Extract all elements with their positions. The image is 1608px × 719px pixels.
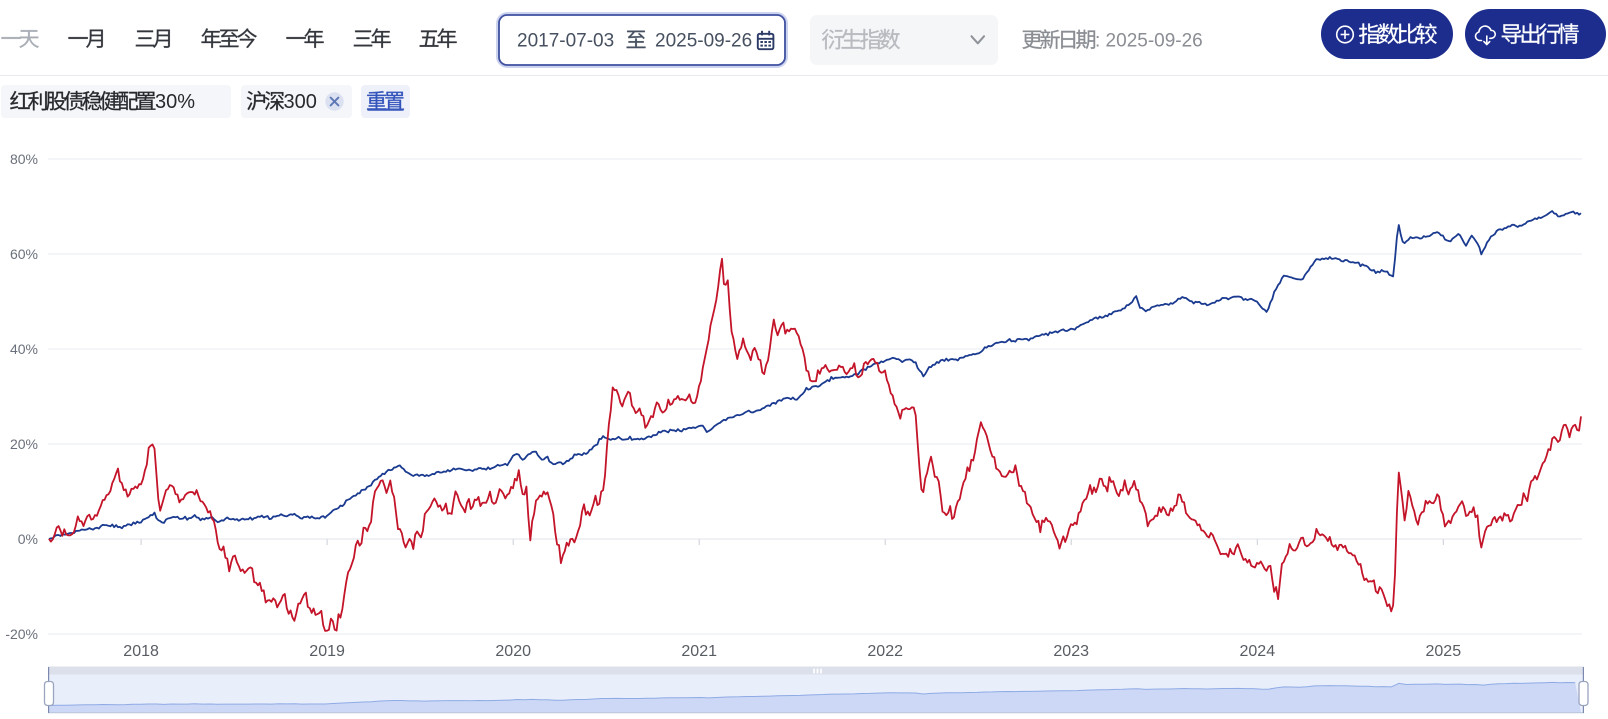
svg-text:2025-09-26: 2025-09-26	[655, 31, 752, 52]
svg-text:300: 300	[284, 91, 317, 113]
svg-text:2024: 2024	[1240, 643, 1276, 660]
svg-text:0%: 0%	[18, 531, 38, 547]
svg-text:2022: 2022	[867, 643, 903, 660]
svg-text:20%: 20%	[10, 436, 38, 452]
svg-text:: 2025-09-26: : 2025-09-26	[1095, 31, 1203, 52]
svg-text:60%: 60%	[10, 246, 38, 262]
svg-text:80%: 80%	[10, 151, 38, 167]
svg-text:2025: 2025	[1426, 643, 1462, 660]
svg-text:-20%: -20%	[5, 626, 38, 642]
svg-text:2020: 2020	[495, 643, 531, 660]
svg-text:2019: 2019	[309, 643, 345, 660]
svg-text:2023: 2023	[1053, 643, 1089, 660]
svg-text:2017-07-03: 2017-07-03	[517, 31, 614, 52]
svg-text:2018: 2018	[123, 643, 159, 660]
svg-text:30%: 30%	[155, 91, 195, 113]
svg-text:2021: 2021	[681, 643, 717, 660]
svg-text:40%: 40%	[10, 341, 38, 357]
